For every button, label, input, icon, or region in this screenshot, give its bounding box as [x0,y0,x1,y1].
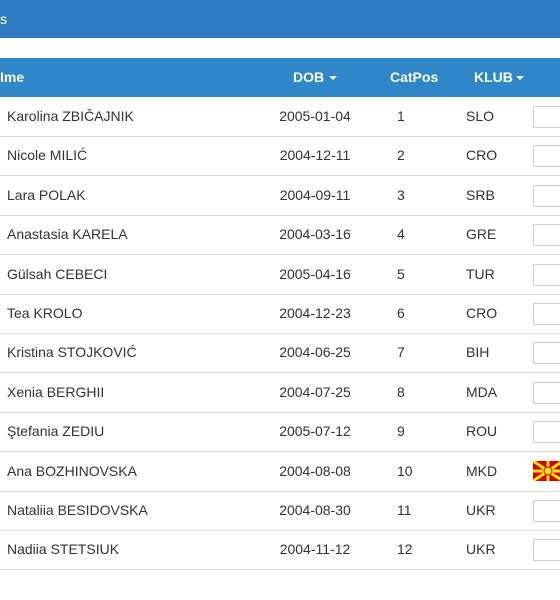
table-row: Ana BOZHINOVSKA 2004-08-08 10 MKD [0,452,560,492]
table-row: Tea KROLO 2004-12-23 6 CRO [0,294,560,334]
cat-pos: 12 [397,541,413,558]
flag-box [533,145,560,168]
header-club[interactable]: KLUB [474,69,513,85]
dob: 2004-03-16 [279,226,351,243]
flag-box [533,303,560,325]
table-row: Anastasia KARELA 2004-03-16 4 GRE [0,215,560,256]
cat-pos: 10 [397,462,413,479]
top-bar: s [0,0,560,38]
athlete-name: Nadiia STETSIUK [7,541,120,558]
club: UKR [466,502,496,518]
athlete-name: Xenia BERGHII [7,383,105,400]
flag-box [533,500,560,522]
cat-pos: 3 [397,186,405,203]
sort-caret [516,76,524,80]
flag-icon [532,459,560,482]
athlete-name: Nicole MILIĆ [7,147,88,164]
cat-pos: 9 [397,423,405,440]
athlete-name: Ana BOZHINOVSKA [7,462,137,479]
cat-pos: 8 [397,383,405,400]
table-row: Gülsah CEBECI 2005-04-16 5 TUR [0,255,560,295]
dob: 2005-07-12 [279,423,351,440]
dob: 2004-11-12 [279,541,351,558]
athlete-name: Ştefania ZEDIU [7,423,105,440]
table-row: Kristina STOJKOVIĆ 2004-06-25 7 BIH [0,333,560,374]
table-row: Lara POLAK 2004-09-11 3 SRB [0,176,560,216]
header-dob[interactable]: DOB [293,69,325,85]
table-row: Xenia BERGHII 2004-07-25 8 MDA [0,373,560,413]
cat-pos: 7 [397,344,405,361]
table-row: Nataliia BESIDOVSKA 2004-08-30 11 UKR [0,491,560,531]
dob: 2004-08-30 [279,502,351,518]
cat-pos: 5 [397,265,405,282]
club: MKD [466,462,498,479]
athlete-name: Gülsah CEBECI [7,265,108,282]
athlete-name: Tea KROLO [7,305,83,321]
club: SRB [466,186,495,203]
header-name: Ime [0,69,25,85]
flag-box [533,263,560,286]
dob: 2005-04-16 [279,265,351,282]
club: TUR [466,265,495,282]
cat-pos: 11 [397,502,412,518]
athlete-name: Kristina STOJKOVIĆ [7,344,137,361]
flag-box [532,459,560,482]
flag-box [533,421,560,444]
dob: 2005-01-04 [279,108,351,124]
dob: 2004-06-25 [279,344,351,361]
dob: 2004-12-23 [279,305,351,321]
athlete-name: Anastasia KARELA [7,226,128,243]
dob: 2004-07-25 [279,383,351,400]
cat-pos: 2 [397,147,405,164]
athlete-name: Nataliia BESIDOVSKA [7,502,148,518]
sort-caret [329,76,337,80]
flag-box [533,381,560,404]
flag-box [533,106,560,128]
dob: 2004-09-11 [279,186,351,203]
club: CRO [466,305,498,321]
dob: 2004-08-08 [279,462,351,479]
table-row: Nicole MILIĆ 2004-12-11 2 CRO [0,136,560,177]
flag-box [533,184,560,207]
dob: 2004-12-11 [279,147,351,164]
flag-box [533,224,560,247]
cat-pos: 1 [397,108,405,124]
club: UKR [466,541,496,558]
table-header: Ime DOB CatPos KLUB [0,58,560,97]
table-row: Karolina ZBIČAJNIK 2005-01-04 1 SLO [0,97,560,137]
club: ROU [466,423,498,440]
header-catpos: CatPos [390,69,439,85]
club: MDA [466,383,498,400]
athlete-name: Karolina ZBIČAJNIK [7,108,134,124]
table-row: Ştefania ZEDIU 2005-07-12 9 ROU [0,412,560,453]
club: GRE [466,226,497,243]
flag-box [533,342,560,365]
flag-box [533,539,560,562]
cat-pos: 4 [397,226,405,243]
athlete-name: Lara POLAK [7,186,86,203]
club: CRO [466,147,498,164]
table-row: Nadiia STETSIUK 2004-11-12 12 UKR [0,530,560,571]
top-bar-title: s [0,11,7,27]
club: SLO [466,108,495,124]
cat-pos: 6 [397,305,405,321]
club: BIH [466,344,490,361]
